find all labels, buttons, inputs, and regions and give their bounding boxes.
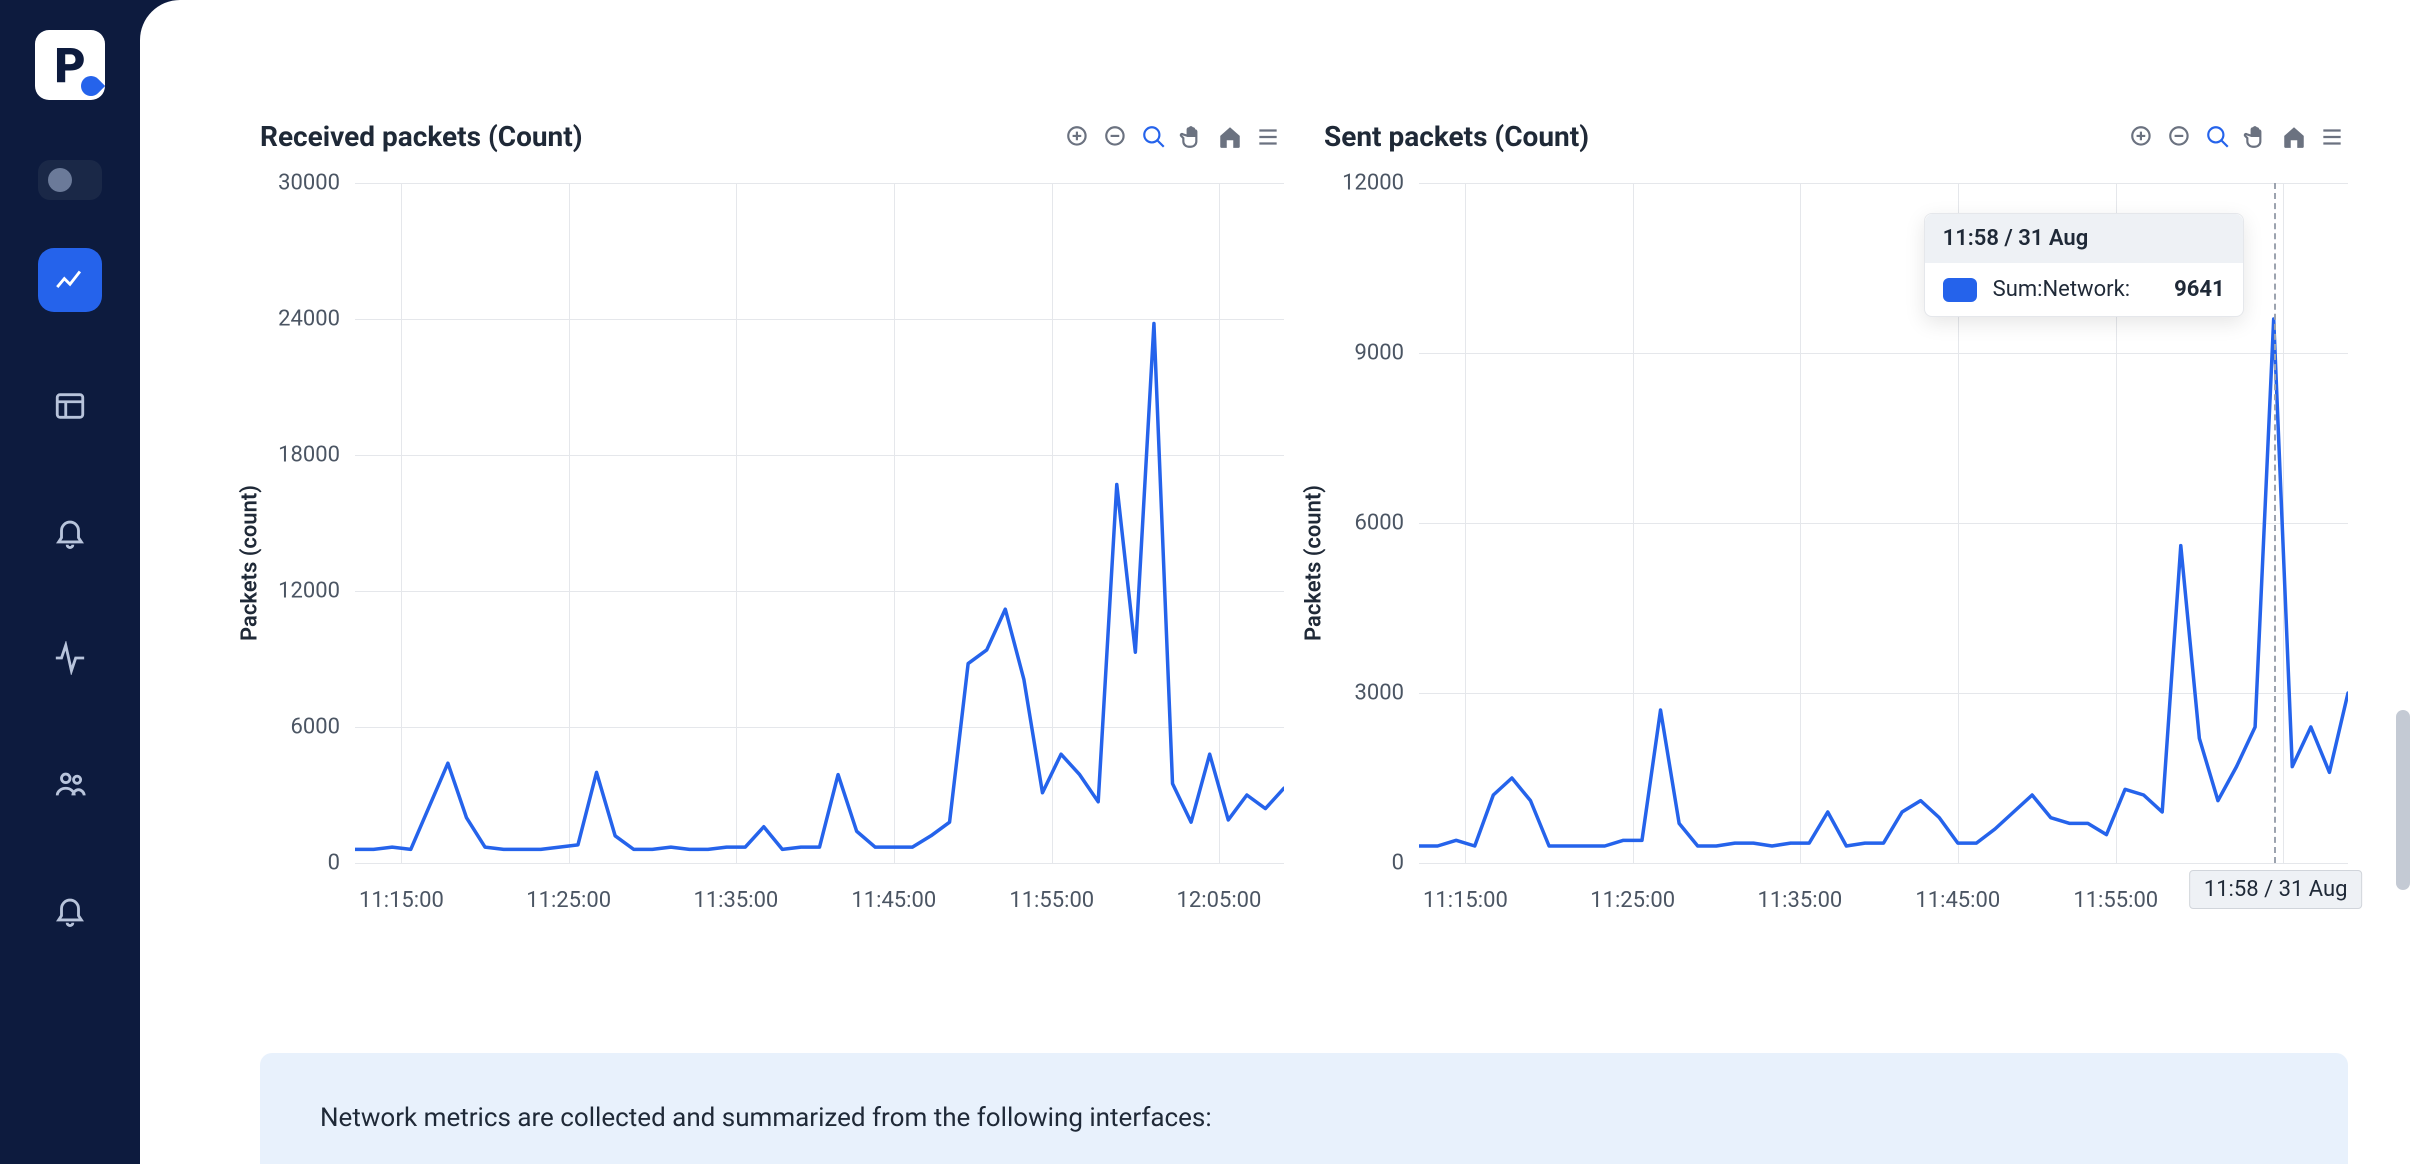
sidebar-item-activity[interactable] <box>38 626 102 690</box>
sidebar-item-analytics[interactable] <box>38 248 102 312</box>
y-tick: 9000 <box>1355 341 1404 366</box>
x-tick: 11:55:00 <box>1009 888 1094 913</box>
chart-sent: Sent packets (Count) Packets (count) 030… <box>1324 120 2348 943</box>
x-tick: 11:55:00 <box>2073 888 2158 913</box>
y-tick: 0 <box>1392 851 1404 876</box>
chart-body-sent[interactable]: Packets (count) 030006000900012000 11:58… <box>1324 183 2348 943</box>
y-tick: 12000 <box>278 579 340 604</box>
zoom-in-icon[interactable] <box>1062 121 1094 153</box>
y-tick: 0 <box>328 851 340 876</box>
pan-icon[interactable] <box>1176 121 1208 153</box>
info-box: Network metrics are collected and summar… <box>260 1053 2348 1164</box>
zoom-select-icon[interactable] <box>2202 121 2234 153</box>
y-tick: 12000 <box>1342 171 1404 196</box>
crosshair-badge: 11:58 / 31 Aug <box>2189 870 2363 909</box>
sidebar-status-toggle[interactable] <box>38 160 102 200</box>
chart-tooltip: 11:58 / 31 Aug Sum:Network: 9641 <box>1924 213 2244 317</box>
y-tick: 6000 <box>1355 511 1404 536</box>
y-axis-label-sent: Packets (count) <box>1302 485 1327 641</box>
menu-icon[interactable] <box>1252 121 1284 153</box>
x-tick: 12:05:00 <box>1177 888 1262 913</box>
analytics-icon <box>53 263 87 297</box>
charts-row: Received packets (Count) Packets (count)… <box>260 120 2348 943</box>
info-box-text: Network metrics are collected and summar… <box>320 1103 1212 1133</box>
app-logo[interactable]: P <box>35 30 105 100</box>
bell-icon <box>53 515 87 549</box>
x-tick: 11:35:00 <box>1757 888 1842 913</box>
chart-title-received: Received packets (Count) <box>260 120 583 153</box>
chart-toolbar-received <box>1062 121 1284 153</box>
y-tick: 24000 <box>278 307 340 332</box>
zoom-out-icon[interactable] <box>2164 121 2196 153</box>
tooltip-timestamp: 11:58 / 31 Aug <box>1925 214 2243 263</box>
y-tick: 18000 <box>278 443 340 468</box>
dashboard-icon <box>53 389 87 423</box>
x-tick: 11:25:00 <box>1590 888 1675 913</box>
zoom-select-icon[interactable] <box>1138 121 1170 153</box>
sidebar-item-users[interactable] <box>38 752 102 816</box>
sidebar-item-dashboard[interactable] <box>38 374 102 438</box>
chart-toolbar-sent <box>2126 121 2348 153</box>
y-tick: 30000 <box>278 171 340 196</box>
sidebar-item-alerts[interactable] <box>38 500 102 564</box>
x-tick: 11:45:00 <box>1915 888 2000 913</box>
x-tick: 11:15:00 <box>1423 888 1508 913</box>
x-tick: 11:25:00 <box>526 888 611 913</box>
zoom-out-icon[interactable] <box>1100 121 1132 153</box>
home-icon[interactable] <box>1214 121 1246 153</box>
y-tick: 3000 <box>1355 681 1404 706</box>
main-content: Received packets (Count) Packets (count)… <box>140 0 2418 1164</box>
x-tick: 11:35:00 <box>693 888 778 913</box>
tooltip-swatch <box>1943 278 1977 302</box>
zoom-in-icon[interactable] <box>2126 121 2158 153</box>
y-axis-label-received: Packets (count) <box>238 485 263 641</box>
pan-icon[interactable] <box>2240 121 2272 153</box>
chart-body-received[interactable]: Packets (count) 060001200018000240003000… <box>260 183 1284 943</box>
bell-outline-icon <box>53 893 87 927</box>
x-tick: 11:15:00 <box>359 888 444 913</box>
scrollbar-thumb[interactable] <box>2396 710 2410 890</box>
menu-icon[interactable] <box>2316 121 2348 153</box>
x-tick: 11:45:00 <box>851 888 936 913</box>
activity-icon <box>53 641 87 675</box>
sidebar: P <box>0 0 140 1164</box>
users-icon <box>53 767 87 801</box>
chart-received: Received packets (Count) Packets (count)… <box>260 120 1284 943</box>
tooltip-value: 9641 <box>2174 277 2225 302</box>
tooltip-series-label: Sum:Network: <box>1993 277 2159 302</box>
crosshair: 11:58 / 31 Aug <box>2274 183 2276 863</box>
home-icon[interactable] <box>2278 121 2310 153</box>
y-tick: 6000 <box>291 715 340 740</box>
sidebar-item-notifications[interactable] <box>38 878 102 942</box>
chart-title-sent: Sent packets (Count) <box>1324 120 1589 153</box>
